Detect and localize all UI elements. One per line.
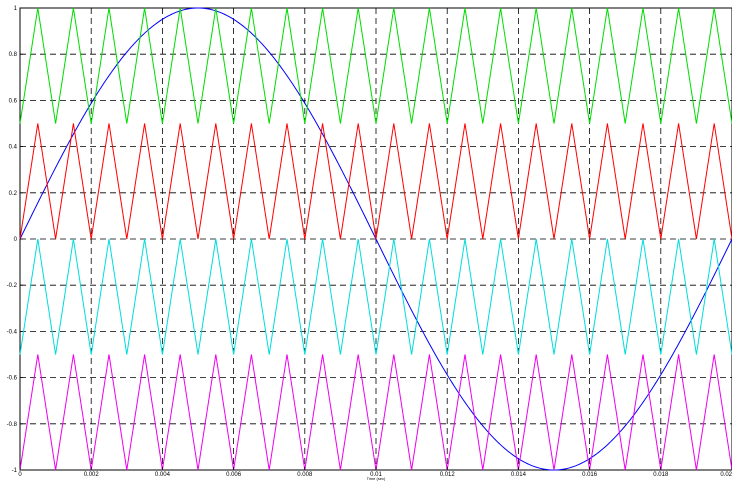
y-tick-label: -0.4 (7, 329, 18, 335)
x-tick-label: 0 (18, 472, 22, 478)
series-line-4 (19, 238, 732, 355)
x-tick-label: 0.008 (297, 472, 313, 478)
x-tick-label: 0.01 (370, 472, 382, 478)
y-tick-label: 0.8 (9, 52, 18, 58)
x-tick-label: 0.016 (582, 472, 598, 478)
x-axis-label: Time (sec) (367, 476, 386, 481)
series-line-2 (19, 7, 732, 124)
y-tick-label: -0.8 (7, 422, 18, 428)
ticks: 0 0.002 0.004 0.006 0.008 0.01 0.012 0.014 0.016… (7, 6, 732, 478)
x-tick-label: 0.018 (653, 472, 669, 478)
y-tick-label: 0.4 (9, 145, 18, 151)
y-tick-label: 0.2 (9, 191, 18, 197)
y-tick-label: -0.2 (7, 283, 18, 289)
x-tick-label: 0.012 (440, 472, 456, 478)
y-tick-label: 0.6 (9, 98, 18, 104)
x-tick-label: 0.002 (84, 472, 100, 478)
x-tick-label: 0.004 (155, 472, 171, 478)
y-tick-label: 0 (14, 237, 18, 243)
x-tick-label: 0.02 (720, 472, 732, 478)
y-tick-label: -0.6 (7, 376, 18, 382)
y-tick-label: 1 (14, 6, 18, 12)
x-tick-label: 0.014 (511, 472, 527, 478)
x-tick-label: 0.006 (226, 472, 242, 478)
series-line-3 (19, 123, 732, 240)
y-tick-label: -1 (12, 468, 18, 474)
